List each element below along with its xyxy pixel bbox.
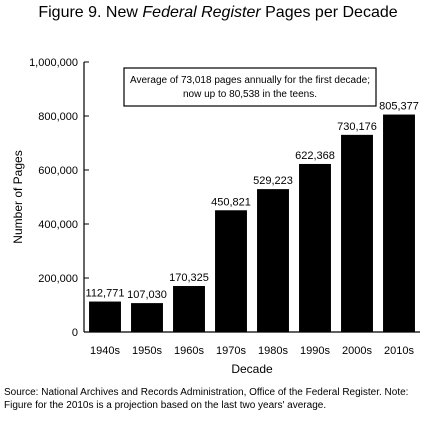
x-axis-title: Decade <box>231 362 273 376</box>
annotation-box: Average of 73,018 pages annually for the… <box>123 67 377 107</box>
annotation-text: now up to 80,538 in the teens. <box>183 89 317 100</box>
chart-title: Figure 9. New Federal Register Pages per… <box>0 4 436 22</box>
annotation-frame <box>123 67 377 107</box>
y-tick-label: 400,000 <box>38 219 78 231</box>
x-tick-label: 1990s <box>300 345 330 357</box>
bar <box>131 303 163 332</box>
chart-title-prefix: Figure 9. New <box>38 4 143 21</box>
bar-value-label: 622,368 <box>295 150 335 162</box>
y-tick-label: 600,000 <box>38 165 78 177</box>
bar-value-label: 450,821 <box>211 196 251 208</box>
x-tick-label: 1960s <box>174 345 204 357</box>
bar-value-label: 805,377 <box>379 101 419 113</box>
source-note: Source: National Archives and Records Ad… <box>4 387 409 411</box>
bar-value-label: 107,030 <box>127 289 167 301</box>
bar-value-label: 112,771 <box>86 288 125 300</box>
bar <box>341 134 373 332</box>
y-axis-title: Number of Pages <box>11 150 25 243</box>
bar <box>89 301 121 332</box>
bar <box>383 114 415 332</box>
chart-title-italic: Federal Register <box>142 4 261 21</box>
x-tick-label: 2010s <box>384 345 414 357</box>
bar <box>299 163 331 332</box>
chart-title-suffix: Pages per Decade <box>260 4 398 21</box>
y-tick-label: 200,000 <box>38 273 78 285</box>
y-tick-label: 800,000 <box>38 111 78 123</box>
bar-series <box>89 114 415 332</box>
bar <box>257 189 289 332</box>
x-tick-label: 1980s <box>258 345 288 357</box>
bar-value-label: 170,325 <box>169 272 209 284</box>
y-tick-label: 1,000,000 <box>29 57 78 69</box>
annotation-text: Average of 73,018 pages annually for the… <box>130 75 370 86</box>
chart-axes: 0 200,000 400,000 600,000 800,000 1,000,000 Nu… <box>11 57 420 376</box>
x-tick-label: 1940s <box>90 345 120 357</box>
x-tick-label: 1950s <box>132 345 162 357</box>
bar <box>215 210 247 332</box>
bar-chart: 0 200,000 400,000 600,000 800,000 1,000,000 Nu… <box>11 57 420 376</box>
y-tick-label: 0 <box>72 327 78 339</box>
bar-value-label: 529,223 <box>253 175 293 187</box>
x-tick-label: 1970s <box>216 345 246 357</box>
bar <box>173 286 205 332</box>
x-tick-label: 2000s <box>342 345 372 357</box>
bar-value-label: 730,176 <box>337 121 377 133</box>
